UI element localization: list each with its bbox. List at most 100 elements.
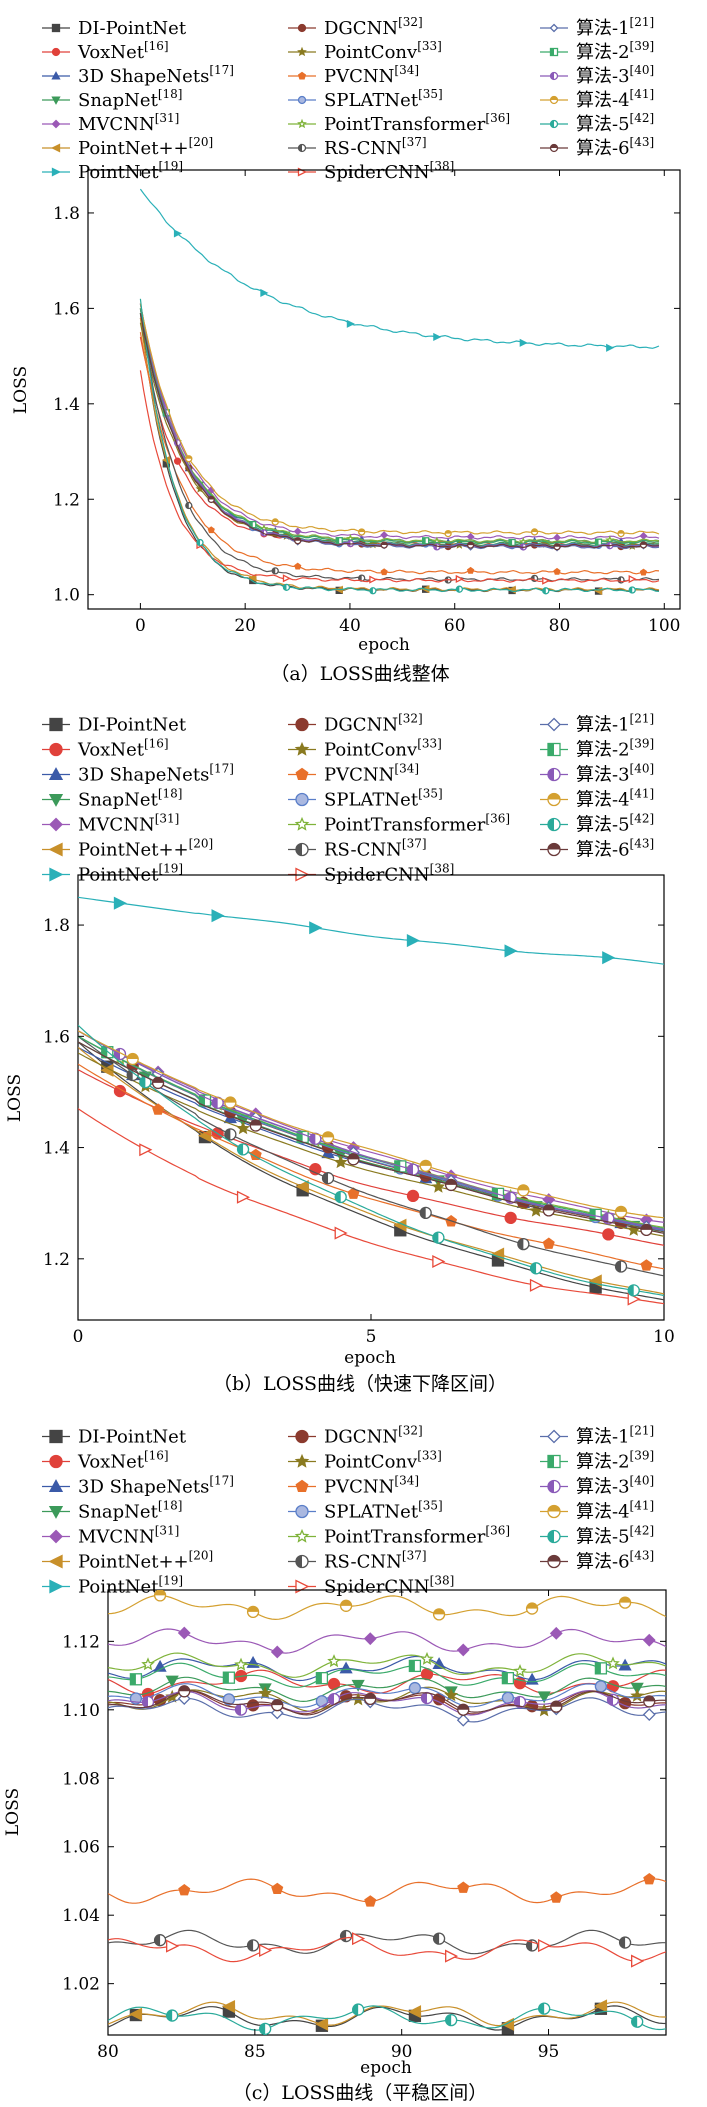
legend-label: PointTransformer[36] [324, 111, 510, 135]
legend-item: 算法-5[42] [540, 812, 654, 836]
series-marker [614, 1205, 628, 1219]
legend-item: VoxNet[16] [42, 737, 169, 761]
legend-label: SnapNet[18] [78, 787, 182, 811]
legend-item: PVCNN[34] [288, 1474, 419, 1498]
series-marker [525, 1602, 539, 1615]
series-marker [173, 229, 183, 238]
series-marker [185, 455, 193, 463]
legend-label: SnapNet[18] [78, 87, 182, 111]
series-marker [165, 1675, 179, 1688]
x-tick-label: 80 [549, 616, 571, 636]
legend-label: SnapNet[18] [78, 1499, 182, 1523]
legend-marker [547, 1554, 561, 1569]
series-marker [236, 1121, 250, 1135]
series-line [139, 303, 660, 549]
legend-ref: [33] [417, 39, 442, 53]
series-marker [549, 1626, 563, 1640]
series-marker [271, 1882, 284, 1895]
legend-label: VoxNet[16] [77, 1449, 169, 1473]
legend-marker [295, 1479, 309, 1493]
series-marker [334, 1190, 347, 1204]
series-line [78, 1030, 664, 1223]
series-line [139, 313, 660, 593]
legend-marker [51, 143, 61, 153]
series-marker [433, 332, 442, 342]
legend-ref: [16] [144, 737, 169, 751]
series-line [78, 1063, 664, 1270]
legend-ref: [41] [630, 787, 655, 801]
series-marker [630, 1682, 644, 1695]
series-marker [352, 2003, 365, 2016]
legend-marker [297, 143, 307, 153]
series-line [108, 247, 666, 284]
legend-marker [51, 167, 61, 177]
series-marker [432, 1932, 446, 1945]
series-marker [347, 1187, 360, 1199]
legend-marker [51, 71, 61, 80]
legend-item: 算法-2[39] [540, 737, 654, 761]
legend-item: DGCNN[32] [288, 1424, 423, 1448]
series-line [78, 1046, 664, 1295]
series-marker [537, 1691, 551, 1704]
series-line [108, 2001, 666, 2027]
legend-label: 算法-6[43] [576, 1549, 654, 1573]
x-tick-label: 0 [135, 616, 146, 636]
series-marker [602, 1228, 615, 1241]
legend-item: RS-CNN[37] [288, 837, 427, 861]
x-tick-label: 100 [648, 616, 680, 636]
chart-b-ticks: 0 5 10 1.2 1.4 1.6 1.8 [43, 875, 675, 1347]
legend-label: PointTransformer[36] [324, 1524, 510, 1548]
legend-item: 算法-3[40] [540, 63, 654, 87]
legend-label: PointNet++[20] [78, 1549, 213, 1573]
legend-ref: [16] [144, 39, 169, 53]
chart-b-xlabel: epoch [344, 1348, 396, 1368]
series-marker [380, 531, 389, 539]
legend-item: DGCNN[32] [288, 712, 423, 736]
series-line [108, 1929, 666, 1955]
series-marker [455, 585, 464, 593]
series-marker [432, 1608, 446, 1621]
legend-ref: [37] [402, 837, 427, 851]
legend-label: 算法-2[39] [576, 39, 654, 63]
series-marker [517, 1237, 530, 1251]
legend-label: SPLATNet[35] [324, 787, 443, 811]
legend-label: RS-CNN[37] [324, 135, 427, 159]
legend-ref: [19] [158, 1574, 183, 1588]
series-marker [627, 1284, 640, 1297]
series-marker [334, 1226, 348, 1240]
legend-label: MVCNN[31] [78, 111, 179, 135]
legend-marker [295, 842, 309, 857]
series-marker [542, 1237, 555, 1249]
legend-marker [294, 1453, 310, 1468]
chart-a-plot-frame [87, 169, 681, 610]
series-marker [628, 586, 636, 594]
legend-label: 算法-1[21] [576, 712, 654, 736]
y-tick-label: 1.12 [62, 1632, 100, 1652]
legend-item: SPLATNet[35] [288, 87, 443, 111]
legend-marker [547, 842, 561, 857]
series-marker [606, 1656, 620, 1670]
series-line [78, 1030, 664, 1219]
legend-label: PointNet++[20] [78, 837, 213, 861]
series-marker [249, 520, 257, 529]
series-marker [618, 1936, 632, 1949]
series-marker [542, 587, 550, 595]
series-line [78, 896, 664, 965]
y-tick-label: 1.2 [43, 1250, 70, 1270]
series-marker [153, 1590, 167, 1602]
series-line [139, 308, 660, 548]
chart-c-xlabel: epoch [360, 2058, 412, 2078]
x-tick-label: 0 [73, 1327, 84, 1347]
series-line [139, 188, 660, 349]
series-marker [444, 529, 452, 538]
chart-c-plot-frame [107, 1589, 667, 2036]
y-tick-label: 1.4 [43, 1139, 70, 1159]
legend-ref: [37] [402, 135, 427, 149]
series-marker [445, 2013, 458, 2027]
series-marker [445, 1949, 459, 1963]
legend-item: PointConv[33] [288, 737, 442, 761]
series-line [78, 1035, 664, 1277]
y-tick-label: 1.6 [53, 299, 80, 319]
series-marker [352, 1932, 366, 1946]
